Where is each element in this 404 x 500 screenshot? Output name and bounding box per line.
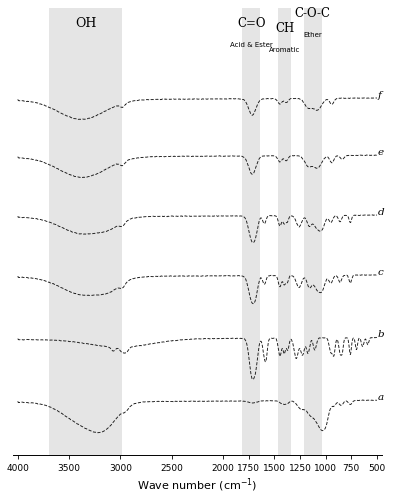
X-axis label: Wave number (cm$^{-1}$): Wave number (cm$^{-1}$) [137, 477, 257, 494]
Bar [278, 8, 291, 454]
Text: OH: OH [75, 17, 96, 30]
Text: b: b [378, 330, 385, 340]
Text: c: c [378, 268, 384, 277]
Text: e: e [378, 148, 384, 157]
Text: C=O: C=O [237, 17, 265, 30]
Text: C-O-C: C-O-C [295, 7, 331, 20]
Text: Ether: Ether [303, 32, 322, 38]
Bar [242, 8, 260, 454]
Text: Acid & Ester: Acid & Ester [230, 42, 273, 48]
Text: CH: CH [275, 22, 294, 36]
Text: a: a [378, 393, 384, 402]
Bar [48, 8, 122, 454]
Text: Aromatic: Aromatic [269, 48, 300, 54]
Bar [304, 8, 322, 454]
Text: f: f [378, 91, 382, 100]
Text: d: d [378, 208, 385, 217]
